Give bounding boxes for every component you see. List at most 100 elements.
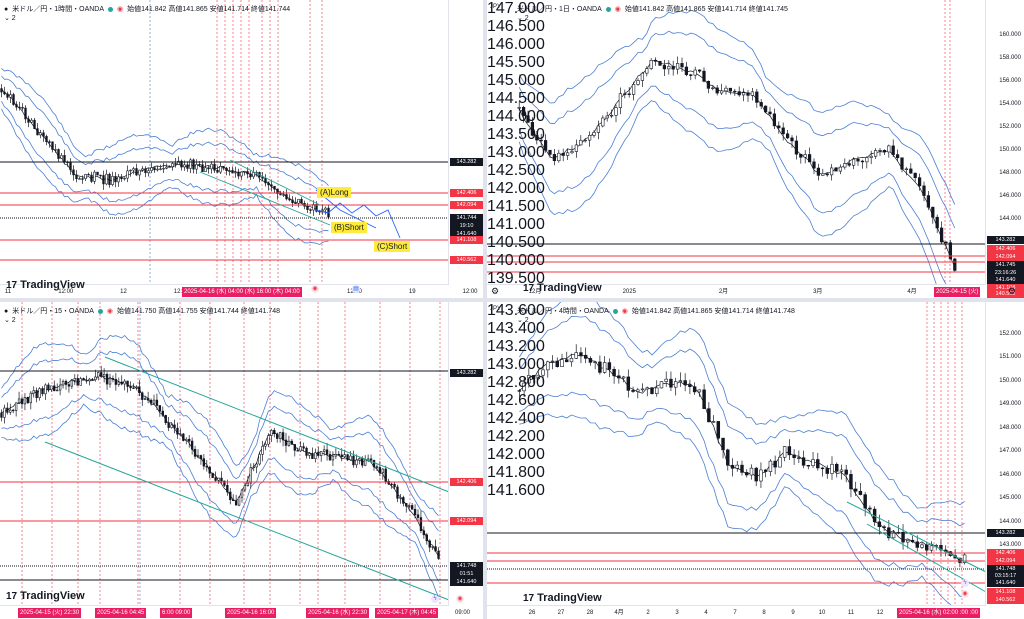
pane-divider-vertical[interactable] xyxy=(483,0,487,619)
candle-body xyxy=(799,153,803,158)
time-axis-1d[interactable]: 12月 2025 2月 3月 4月 xyxy=(487,284,986,298)
candle-body xyxy=(536,374,541,380)
price-tick-label: 143.400 xyxy=(487,320,545,337)
price-axis-4h[interactable]: 143.282 142.406 142.094 141.748 03:15:17… xyxy=(985,302,1024,619)
price-axis-15m[interactable]: 143.282 142.406 142.094 141.748 01:51 14… xyxy=(448,302,483,619)
candle-body xyxy=(108,173,111,185)
candle-body xyxy=(697,69,702,72)
eye-icon[interactable]: ◉ xyxy=(614,6,621,13)
price-axis-1h[interactable]: 143.282 142.406 142.094 141.744 19:10 14… xyxy=(448,0,483,298)
candle-body xyxy=(755,91,759,103)
plot-area-4h[interactable] xyxy=(487,302,1024,619)
chart-pane-4h[interactable]: JPY 米ドル／円・4時間・OANDA ◉ 始値141.842 高値141.86… xyxy=(487,302,1024,619)
indicator-collapse-toggle[interactable]: ⌄ 2 xyxy=(517,15,529,22)
indicator-collapse-toggle[interactable]: ⌄ 2 xyxy=(517,317,529,324)
ohlc-readout: 始値141.842 高値141.865 安値141.714 終値141.745 xyxy=(624,6,788,13)
chart-pane-1d[interactable]: JPY 米ドル／円・1日・OANDA ◉ 始値141.842 高値141.865… xyxy=(487,0,1024,298)
symbol-title[interactable]: 米ドル／円・15・OANDA xyxy=(12,308,94,315)
event-icon[interactable]: ◉ xyxy=(311,285,319,293)
candle-body xyxy=(41,388,44,395)
settings-gear-icon-left[interactable]: ⚙ xyxy=(491,286,500,296)
bollinger-outer-band xyxy=(518,10,956,205)
tradingview-logo: 17 TradingView xyxy=(523,282,602,294)
candle-body xyxy=(863,494,867,509)
bollinger-outer-band xyxy=(1,108,329,246)
candle-body xyxy=(168,166,171,168)
candle-body xyxy=(14,402,18,411)
candle-body xyxy=(851,158,856,166)
candle-body xyxy=(64,380,68,385)
projection-path xyxy=(314,202,401,239)
candle-body xyxy=(419,517,423,532)
price-tick-label: 142.600 xyxy=(487,392,545,409)
indicator-collapse-toggle[interactable]: ⌄ 2 xyxy=(4,15,16,22)
indicator-collapse-toggle[interactable]: ⌄ 2 xyxy=(4,317,16,324)
candle-body xyxy=(135,168,138,176)
symbol-title[interactable]: 米ドル／円・1時間・OANDA xyxy=(12,6,105,13)
chart-header-4h: 米ドル／円・4時間・OANDA ◉ 始値141.842 高値141.865 安値… xyxy=(517,306,795,316)
candle-body xyxy=(745,472,749,476)
candle-body xyxy=(627,93,631,95)
left-price-axis-1d[interactable]: 147.000 146.500 146.000 145.500 145.000 144.5… xyxy=(487,0,545,287)
event-icon[interactable]: ◉ xyxy=(961,590,969,598)
candle-body xyxy=(806,464,811,467)
chart-pane-1h[interactable]: ● 米ドル／円・1時間・OANDA ◉ 始値141.842 高値141.865 … xyxy=(0,0,483,298)
symbol-title[interactable]: 米ドル／円・1日・OANDA xyxy=(517,6,602,13)
candle-body xyxy=(530,122,535,136)
candle-body xyxy=(299,446,302,452)
candle-body xyxy=(869,155,873,158)
candle-body xyxy=(561,152,565,156)
price-tick-label: 156.000 xyxy=(999,78,1021,84)
symbol-title[interactable]: 米ドル／円・4時間・OANDA xyxy=(517,308,609,315)
candle-body xyxy=(910,539,915,543)
tradingview-logo: 17 TradingView xyxy=(6,279,85,291)
candle-body xyxy=(693,69,697,76)
candle-body xyxy=(337,453,340,456)
candle-body xyxy=(9,94,12,98)
lightning-icon[interactable]: ϟ xyxy=(961,579,969,587)
candle-body xyxy=(24,107,27,120)
candle-body xyxy=(12,94,15,105)
chart-pane-15m[interactable]: ● 米ドル／円・15・OANDA ◉ 始値141.750 高値141.755 安… xyxy=(0,302,483,619)
candle-body xyxy=(306,205,309,210)
pane-divider-horizontal[interactable] xyxy=(0,298,1024,302)
bollinger-band xyxy=(519,391,965,597)
price-tick-label: 148.000 xyxy=(999,170,1021,176)
plot-area-1h[interactable] xyxy=(0,0,483,298)
price-tick-label: 146.000 xyxy=(999,471,1021,478)
candle-body xyxy=(129,386,132,389)
time-axis-4h[interactable]: 26 27 28 4月 2 3 4 7 8 9 10 11 12 xyxy=(487,605,986,619)
candle-body xyxy=(683,380,687,385)
flag-icon-us[interactable]: ▤ xyxy=(352,285,360,293)
time-tick-label: 3月 xyxy=(813,289,823,295)
candle-body xyxy=(30,119,33,123)
time-tick-label: 4 xyxy=(704,610,708,616)
left-price-axis-4h[interactable]: 143.600 143.400 143.200 143.000 142.800 142.6… xyxy=(487,302,545,606)
candle-body xyxy=(425,534,428,542)
candle-body xyxy=(126,170,129,179)
candle-body xyxy=(267,435,270,445)
eye-icon[interactable]: ◉ xyxy=(117,6,124,13)
price-label-140562: 140.562 xyxy=(987,290,1024,298)
eye-icon[interactable]: ◉ xyxy=(106,308,114,315)
candle-body xyxy=(678,380,683,382)
candle-body xyxy=(877,521,882,528)
price-axis-1d[interactable]: 143.282 142.406 142.094 141.745 23:16:26… xyxy=(985,0,1024,298)
candle-body xyxy=(132,168,135,171)
plot-area-15m[interactable] xyxy=(0,302,483,619)
candle-body xyxy=(636,80,640,85)
candle-body xyxy=(882,149,887,153)
candle-body xyxy=(94,376,97,381)
plot-area-1d[interactable] xyxy=(487,0,1024,298)
price-tick-label: 141.500 xyxy=(487,198,545,215)
price-tick-label: 154.000 xyxy=(999,101,1021,107)
candle-body xyxy=(231,170,234,174)
eye-icon[interactable]: ◉ xyxy=(621,308,628,315)
lightning-icon[interactable]: ϟ xyxy=(431,595,439,603)
candle-body xyxy=(153,167,156,171)
candle-body xyxy=(21,107,24,109)
settings-gear-icon[interactable]: ⚙ xyxy=(1007,286,1016,296)
candle-body xyxy=(192,159,195,170)
event-icon[interactable]: ◉ xyxy=(456,595,464,603)
candle-body xyxy=(640,72,645,81)
